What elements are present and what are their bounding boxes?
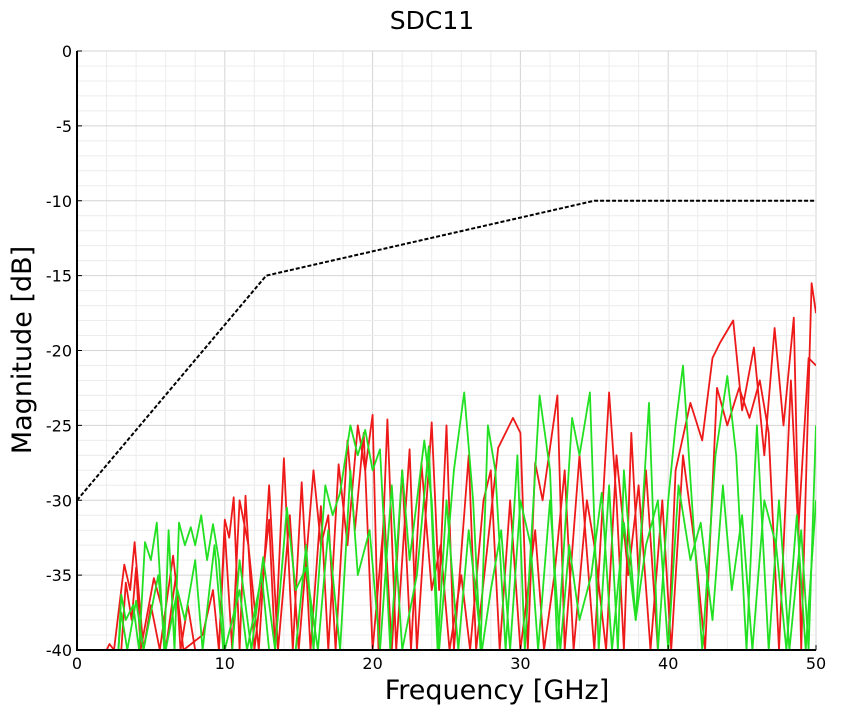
x-tick-label: 20: [362, 654, 382, 673]
y-tick-label: -10: [46, 192, 72, 211]
tick-labels: 0 10 20 30 40 50 0 -5 -10 -15 -20 -25 -30 -35 -40: [46, 42, 826, 673]
y-tick-label: 0: [62, 42, 72, 61]
x-tick-label: 10: [215, 654, 235, 673]
series-line-0: [105, 282, 816, 650]
y-tick-label: -15: [46, 267, 72, 286]
limit-line-group: [76, 199, 816, 501]
x-tick-label: 30: [510, 654, 530, 673]
chart-title: SDC11: [390, 6, 474, 35]
y-tick-label: -5: [56, 117, 72, 136]
y-tick-label: -20: [46, 342, 72, 361]
x-tick-label: 50: [806, 654, 826, 673]
x-tick-label: 0: [72, 654, 82, 673]
axes: [76, 50, 817, 651]
x-axis-label: Frequency [GHz]: [385, 675, 610, 706]
series-line-3: [117, 445, 816, 650]
y-tick-label: -40: [46, 641, 72, 660]
limit-line: [76, 199, 816, 501]
y-tick-label: -30: [46, 491, 72, 510]
y-tick-label: -25: [46, 416, 72, 435]
y-tick-label: -35: [46, 566, 72, 585]
y-axis-label: Magnitude [dB]: [7, 246, 38, 454]
series-group: [105, 282, 816, 650]
x-tick-label: 40: [658, 654, 678, 673]
